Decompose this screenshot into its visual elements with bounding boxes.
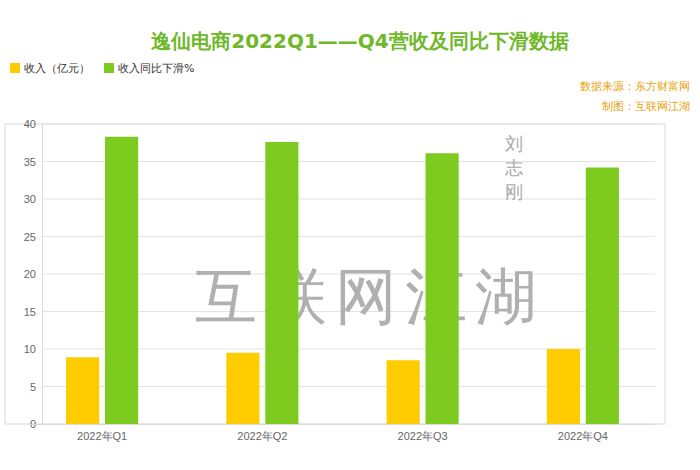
bar: [426, 153, 459, 424]
y-tick-label: 10: [24, 343, 36, 355]
legend: 收入（亿元） 收入同比下滑%: [10, 62, 194, 75]
source-note: 数据来源：东方财富网: [580, 80, 690, 93]
chart-title: 逸仙电商2022Q1——Q4营收及同比下滑数据: [151, 29, 569, 53]
x-tick: 2022年Q4: [558, 424, 608, 442]
legend-swatch: [10, 63, 20, 73]
y-tick: 10: [24, 343, 42, 355]
x-axis-line: [31, 424, 656, 425]
watermark-stamp: 刘志刚: [505, 133, 523, 202]
y-tick: 40: [24, 118, 42, 130]
legend-item: 收入（亿元）: [10, 62, 90, 75]
y-tick: 30: [24, 193, 42, 205]
bar: [547, 349, 580, 424]
y-tick: 25: [24, 231, 42, 243]
bar: [226, 353, 259, 424]
bar: [586, 168, 619, 425]
y-tick: 35: [24, 156, 42, 168]
y-tick-label: 5: [30, 381, 36, 393]
x-tick: 2022年Q3: [398, 424, 448, 442]
y-tick-label: 40: [24, 118, 36, 130]
legend-label: 收入同比下滑%: [118, 62, 194, 75]
bars: [66, 137, 619, 424]
y-tick: 20: [24, 268, 42, 280]
chart-frame: [5, 124, 665, 424]
y-axis-line: [42, 125, 43, 425]
y-axis: 0510152025303540: [24, 118, 43, 430]
y-tick: 5: [30, 381, 42, 393]
watermark: 互联网江湖: [195, 260, 545, 333]
x-tick-label: 2022年Q1: [77, 430, 127, 442]
x-tick-label: 2022年Q2: [237, 430, 287, 442]
y-tick-label: 25: [24, 231, 36, 243]
x-tick: 2022年Q1: [77, 424, 127, 442]
bar: [387, 360, 420, 424]
y-tick-label: 15: [24, 306, 36, 318]
x-tick-label: 2022年Q3: [398, 430, 448, 442]
credit-note: 制图：互联网江湖: [602, 100, 690, 113]
grid: [42, 124, 655, 424]
y-tick: 15: [24, 306, 42, 318]
x-tick: 2022年Q2: [237, 424, 287, 442]
legend-item: 收入同比下滑%: [104, 62, 194, 75]
bar: [265, 142, 298, 424]
y-tick-label: 30: [24, 193, 36, 205]
y-tick-label: 35: [24, 156, 36, 168]
legend-swatch: [104, 63, 114, 73]
x-tick-label: 2022年Q4: [558, 430, 608, 442]
bar: [105, 137, 138, 424]
bar: [66, 357, 99, 424]
y-tick-label: 20: [24, 268, 36, 280]
grid-line: [42, 124, 655, 125]
legend-label: 收入（亿元）: [24, 62, 90, 75]
x-axis: 2022年Q1 2022年Q2 2022年Q3 2022年Q4: [31, 424, 656, 442]
